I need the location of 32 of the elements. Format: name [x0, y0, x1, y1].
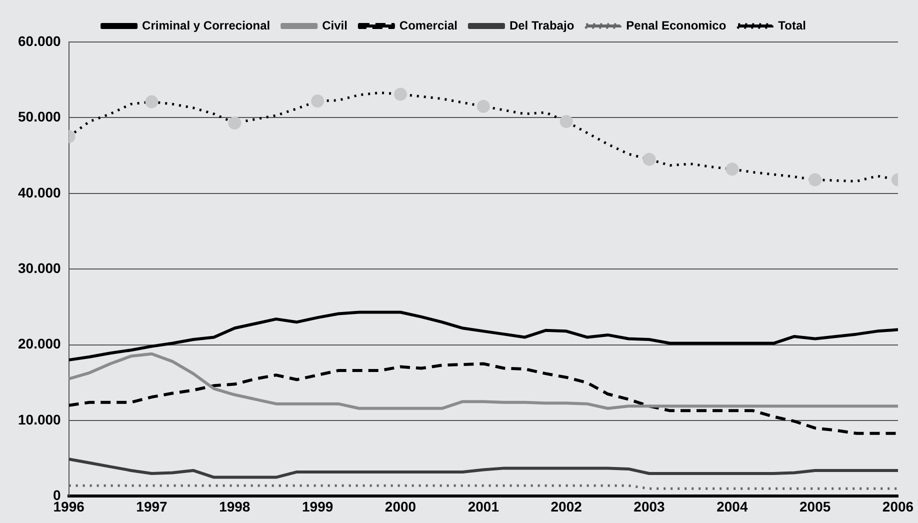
y-tick-label: 60.000 — [18, 32, 62, 49]
point — [311, 94, 324, 108]
point — [560, 114, 573, 128]
y-tick-label: 30.000 — [18, 260, 62, 276]
point — [808, 173, 822, 186]
legend-label: Total — [778, 18, 806, 32]
x-tick-label: 2001 — [468, 498, 500, 514]
x-tick-label: 1999 — [302, 498, 334, 514]
legend-label: Comercial — [399, 18, 458, 32]
point — [145, 95, 158, 108]
y-tick-label: 40.000 — [18, 184, 62, 200]
legend-label: Civil — [322, 18, 348, 32]
legend-label: Criminal y Correcional — [142, 18, 270, 32]
x-tick-label: 2000 — [384, 498, 416, 514]
point — [476, 100, 490, 113]
x-tick-label: 2002 — [550, 498, 582, 514]
line-series — [68, 362, 898, 435]
x-tick-label: 2004 — [716, 498, 748, 514]
x-tick-label: 1998 — [219, 498, 250, 514]
x-tick-label: 2006 — [882, 498, 914, 514]
point — [642, 152, 656, 166]
y-tick-label: 20.000 — [18, 336, 62, 352]
y-tick-label: 10.000 — [18, 411, 62, 428]
x-tick-label: 2005 — [800, 498, 831, 514]
point — [394, 88, 407, 101]
y-tick-label: 50.000 — [18, 108, 62, 125]
x-tick-label: 2003 — [634, 498, 666, 514]
point — [228, 116, 242, 130]
point — [726, 162, 739, 176]
legend-label: Penal Economico — [626, 18, 726, 32]
x-tick-label: 1997 — [136, 498, 168, 514]
legend-label: Del Trabajo — [509, 18, 574, 32]
